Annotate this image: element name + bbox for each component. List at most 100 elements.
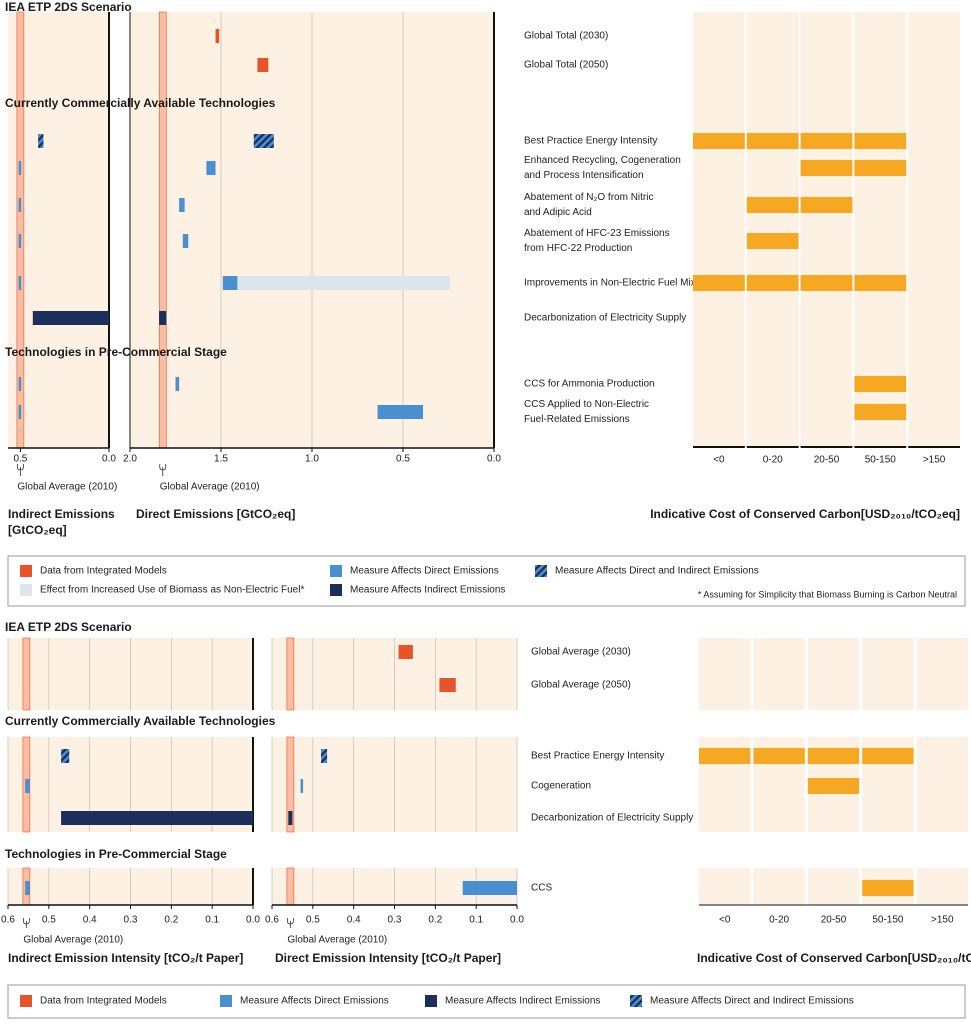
legend-label: Measure Affects Direct Emissions <box>350 566 499 577</box>
cost-bar <box>693 133 745 149</box>
cost-column-bg <box>746 12 799 448</box>
row-label: CCS for Ammonia Production <box>524 379 655 390</box>
range-bar <box>288 811 293 825</box>
x-tick-label: 0.0 <box>510 915 524 926</box>
x-tick-label: 0.4 <box>83 915 97 926</box>
range-bar <box>439 678 456 692</box>
global-average-label: Global Average (2010) <box>23 935 123 946</box>
cost-column-bg <box>693 12 745 448</box>
x-tick-label: 0.0 <box>102 454 116 465</box>
cost-bar <box>746 197 799 213</box>
cost-category-label: 50-150 <box>872 915 904 926</box>
cost-axis-label: Indicative Cost of Conserved Carbon[USD₂… <box>650 507 960 521</box>
legend-swatch <box>220 995 232 1007</box>
row-label: Global Average (2050) <box>531 680 631 691</box>
cost-column-bg <box>916 638 968 710</box>
cost-bar <box>854 376 907 392</box>
legend-box <box>7 984 966 1019</box>
range-bar <box>61 811 254 825</box>
cost-bar <box>862 880 914 896</box>
x-tick-label: 0.3 <box>388 915 402 926</box>
row-label: Abatement of N₂O from Nitric <box>524 192 653 203</box>
range-bar <box>398 645 413 659</box>
axis-label: [GtCO₂eq] <box>8 523 67 537</box>
range-bar <box>215 29 220 43</box>
chart-title: IEA ETP 2DS Scenario <box>5 620 132 634</box>
cost-bar <box>800 133 853 149</box>
cost-category-label: 20-50 <box>814 455 840 466</box>
range-bar <box>159 311 167 325</box>
panel-bg <box>8 12 109 448</box>
legend-box <box>7 555 966 607</box>
cost-column-bg <box>807 868 860 905</box>
x-tick-label: 0.2 <box>428 915 442 926</box>
range-bar <box>61 749 70 763</box>
cost-axis-label: Indicative Cost of Conserved Carbon[USD₂… <box>697 951 971 965</box>
row-label: Decarbonization of Electricity Supply <box>524 313 686 324</box>
cost-bar <box>807 778 860 794</box>
x-tick-label: 1.5 <box>214 454 228 465</box>
axis-label: Direct Emissions [GtCO₂eq] <box>136 507 295 521</box>
legend-swatch <box>535 565 547 577</box>
row-label: Global Total (2030) <box>524 31 608 42</box>
range-bar <box>462 881 517 895</box>
cost-category-label: 0-20 <box>763 455 783 466</box>
row-label: Best Practice Energy Intensity <box>531 751 664 762</box>
legend-label: Data from Integrated Models <box>40 996 167 1007</box>
cost-column-bg <box>916 737 968 832</box>
cost-bar <box>693 275 745 291</box>
row-label: Cogeneration <box>531 781 591 792</box>
x-tick-label: 0.1 <box>205 915 219 926</box>
cost-category-label: >150 <box>923 455 946 466</box>
range-bar <box>38 134 44 148</box>
range-bar <box>18 161 22 175</box>
legend-swatch <box>330 565 342 577</box>
row-label: Improvements in Non-Electric Fuel Mix <box>524 278 696 289</box>
cost-column-bg <box>699 868 751 905</box>
row-label: Decarbonization of Electricity Supply <box>531 813 693 824</box>
axis-label: Indirect Emission Intensity [tCO₂/t Pape… <box>8 951 243 965</box>
row-label: CCS <box>531 883 552 894</box>
range-bar <box>25 779 30 793</box>
cost-bar <box>854 133 907 149</box>
global-average-marker <box>22 918 30 928</box>
range-bar <box>257 58 269 72</box>
x-tick-label: 0.0 <box>487 454 501 465</box>
x-tick-label: 0.1 <box>469 915 483 926</box>
global-average-band <box>286 637 295 711</box>
section-heading: Currently Commercially Available Technol… <box>5 714 276 728</box>
row-label: Fuel-Related Emissions <box>524 414 630 425</box>
range-bar <box>253 134 274 148</box>
range-bar <box>206 161 216 175</box>
range-bar <box>377 405 424 419</box>
range-bar <box>18 234 22 248</box>
axis-label: Indirect Emissions <box>8 507 115 521</box>
cost-category-label: <0 <box>719 915 731 926</box>
x-tick-label: 0.2 <box>164 915 178 926</box>
legend-swatch <box>425 995 437 1007</box>
x-tick-label: 2.0 <box>123 454 137 465</box>
global-average-band <box>286 736 295 833</box>
cost-bar <box>699 748 751 764</box>
chart-title: IEA ETP 2DS Scenario <box>5 0 132 14</box>
cost-column-bg <box>753 638 805 710</box>
x-tick-label: 0.6 <box>1 915 15 926</box>
x-tick-label: 0.6 <box>265 915 279 926</box>
range-bar <box>300 779 304 793</box>
cost-column-bg <box>862 638 914 710</box>
footnote: * Assuming for Simplicity that Biomass B… <box>698 589 957 599</box>
cost-bar <box>854 275 907 291</box>
legend-label: Data from Integrated Models <box>40 566 167 577</box>
cost-bar <box>854 404 907 420</box>
legend-swatch <box>20 995 32 1007</box>
cost-bar <box>800 160 853 176</box>
row-label: and Adipic Acid <box>524 207 592 218</box>
x-tick-label: 0.4 <box>347 915 361 926</box>
global-average-marker <box>286 918 294 928</box>
cost-bar <box>800 275 853 291</box>
legend-label: Measure Affects Direct and Indirect Emis… <box>555 566 759 577</box>
range-bar <box>222 276 238 290</box>
row-label: Global Average (2030) <box>531 647 631 658</box>
